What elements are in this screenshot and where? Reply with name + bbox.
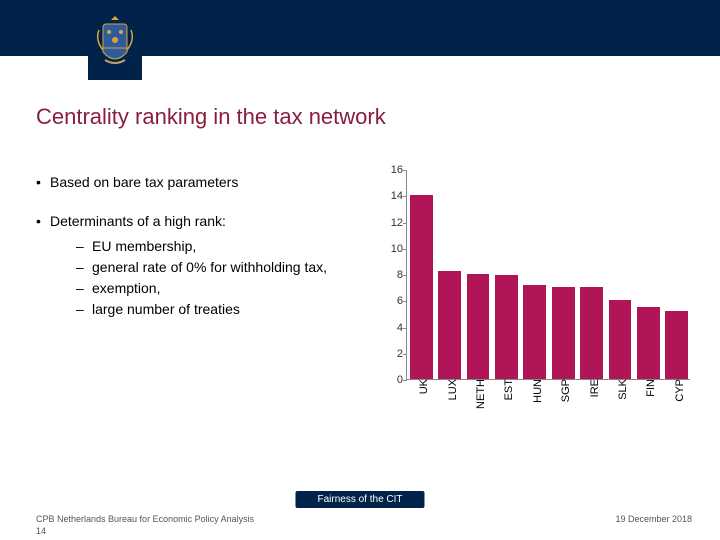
bar-slot: LUX	[435, 170, 463, 379]
bar	[637, 307, 660, 379]
bar	[467, 274, 490, 379]
x-tick-label: NETH	[469, 379, 487, 409]
bars-container: UKLUXNETHESTHUNSGPIRESLKFINCYP	[407, 170, 690, 379]
bar-slot: CYP	[663, 170, 691, 379]
sub-2: general rate of 0% for withholding tax,	[76, 257, 356, 278]
bar-slot: FIN	[634, 170, 662, 379]
footer-center-badge: Fairness of the CIT	[295, 491, 424, 508]
y-tick-mark	[403, 170, 407, 171]
x-tick-label: LUX	[441, 379, 459, 400]
bar	[609, 300, 632, 379]
x-tick-label: UK	[412, 379, 430, 394]
coat-of-arms-icon	[93, 10, 137, 70]
nl-gov-logo	[88, 0, 142, 80]
bar-slot: IRE	[577, 170, 605, 379]
bullet-list: Based on bare tax parameters Determinant…	[36, 172, 356, 338]
header-band	[0, 0, 720, 56]
footer-org: CPB Netherlands Bureau for Economic Poli…	[36, 514, 254, 524]
sub-1: EU membership,	[76, 236, 356, 257]
bullet-2-text: Determinants of a high rank:	[50, 213, 226, 229]
footer-slide-number: 14	[36, 526, 46, 536]
y-tick-mark	[403, 380, 407, 381]
bullet-2: Determinants of a high rank: EU membersh…	[36, 211, 356, 320]
y-tick-mark	[403, 354, 407, 355]
y-tick-mark	[403, 301, 407, 302]
sub-4: large number of treaties	[76, 299, 356, 320]
chart-plot-area: UKLUXNETHESTHUNSGPIRESLKFINCYP 024681012…	[406, 170, 690, 380]
x-tick-label: HUN	[526, 379, 544, 403]
bar-slot: NETH	[464, 170, 492, 379]
bar-slot: SLK	[606, 170, 634, 379]
bar-slot: UK	[407, 170, 435, 379]
y-tick-mark	[403, 196, 407, 197]
bar	[665, 311, 688, 379]
x-tick-label: FIN	[639, 379, 657, 397]
bar-slot: SGP	[549, 170, 577, 379]
bar	[438, 271, 461, 379]
bar	[410, 195, 433, 379]
sub-3: exemption,	[76, 278, 356, 299]
x-tick-label: CYP	[668, 379, 686, 402]
bar	[523, 285, 546, 380]
centrality-bar-chart: UKLUXNETHESTHUNSGPIRESLKFINCYP 024681012…	[380, 170, 700, 440]
x-tick-label: SLK	[611, 379, 629, 400]
y-tick-mark	[403, 275, 407, 276]
bar	[580, 287, 603, 379]
bar	[552, 287, 575, 379]
x-tick-label: SGP	[554, 379, 572, 402]
x-tick-label: EST	[497, 379, 515, 400]
bar	[495, 275, 518, 379]
bar-slot: HUN	[521, 170, 549, 379]
bar-slot: EST	[492, 170, 520, 379]
page-title: Centrality ranking in the tax network	[36, 104, 386, 130]
y-tick-mark	[403, 249, 407, 250]
sub-list: EU membership, general rate of 0% for wi…	[50, 236, 356, 320]
y-tick-mark	[403, 328, 407, 329]
bullet-1: Based on bare tax parameters	[36, 172, 356, 193]
x-tick-label: IRE	[583, 379, 601, 397]
y-tick-mark	[403, 223, 407, 224]
footer-date: 19 December 2018	[615, 514, 692, 524]
